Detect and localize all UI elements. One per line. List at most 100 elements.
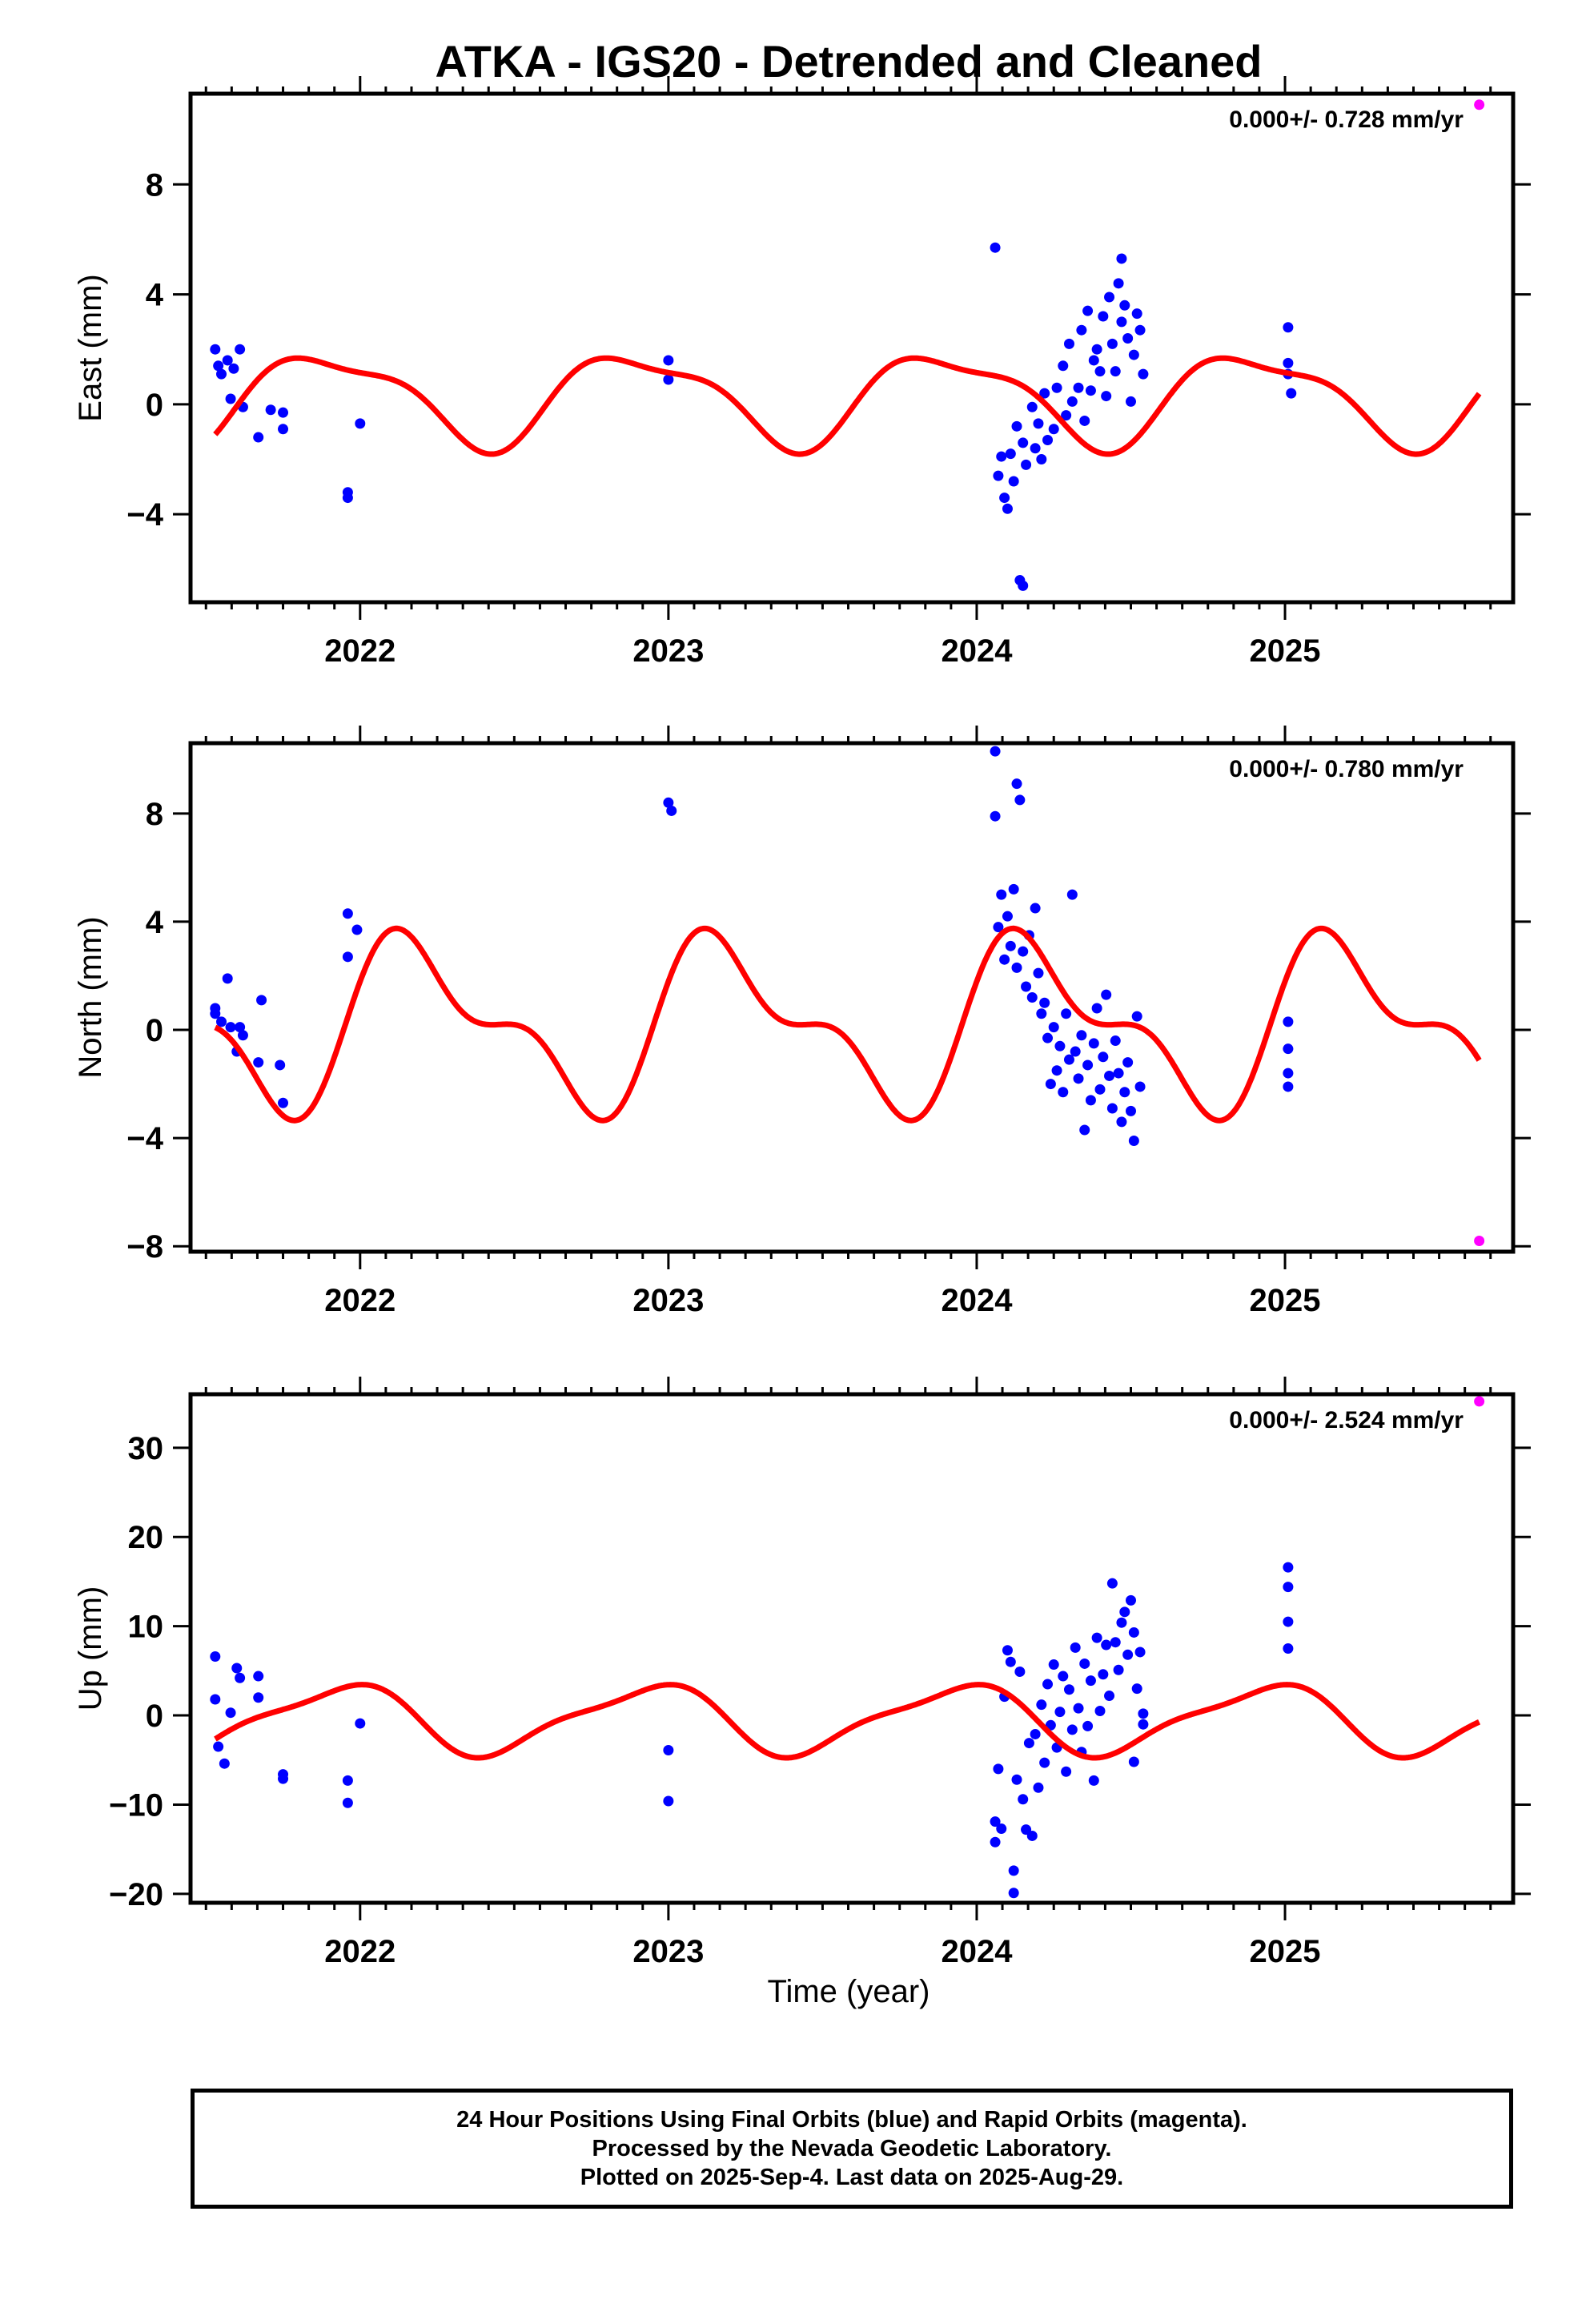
final-orbit-point	[222, 973, 233, 984]
final-orbit-point	[1011, 420, 1022, 432]
rate-annotation: 0.000+/- 2.524 mm/yr	[1229, 1407, 1464, 1433]
final-orbit-point	[1042, 434, 1054, 445]
final-orbit-point	[342, 1775, 353, 1786]
rapid-orbit-point	[1474, 1235, 1485, 1246]
y-tick-label: 20	[128, 1520, 164, 1555]
plot-frame	[188, 91, 1516, 605]
final-orbit-point	[1011, 962, 1022, 973]
final-orbit-point	[213, 360, 224, 372]
x-tick-label: 2024	[941, 1283, 1013, 1318]
final-orbit-point	[228, 363, 239, 374]
final-orbit-point	[1134, 1081, 1146, 1092]
final-orbit-point	[1061, 1766, 1072, 1777]
y-tick-label: −8	[126, 1229, 163, 1265]
x-axis-label: Time (year)	[768, 1974, 930, 2009]
final-orbit-point	[1106, 1103, 1118, 1114]
final-orbit-point	[1138, 368, 1149, 380]
final-orbit-point	[1061, 410, 1072, 421]
final-orbit-point	[1002, 503, 1013, 514]
final-orbit-point	[253, 432, 264, 443]
final-orbit-point	[1079, 415, 1090, 426]
y-tick-label: 0	[146, 388, 163, 423]
final-orbit-point	[210, 1651, 221, 1663]
rapid-orbit-point	[1474, 99, 1485, 111]
final-orbit-point	[1098, 1669, 1109, 1680]
final-orbit-point	[1283, 1616, 1294, 1627]
x-tick-label: 2025	[1250, 633, 1321, 669]
final-orbit-point	[1030, 1728, 1041, 1739]
final-orbit-point	[1018, 437, 1029, 448]
final-orbit-point	[1048, 1022, 1059, 1033]
final-orbit-point	[253, 1692, 264, 1703]
final-orbit-point	[1283, 357, 1294, 368]
plot-frame	[188, 1392, 1516, 1905]
final-orbit-point	[216, 368, 227, 380]
y-tick-label: 4	[146, 905, 164, 940]
final-orbit-point	[1030, 903, 1041, 914]
final-orbit-point	[1088, 1038, 1099, 1049]
final-orbit-point	[1033, 967, 1044, 979]
final-orbit-point	[1094, 1084, 1106, 1095]
final-orbit-point	[1005, 448, 1016, 460]
final-orbit-point	[1104, 1070, 1115, 1081]
final-orbit-point	[355, 418, 366, 429]
final-orbit-point	[1042, 1679, 1054, 1690]
final-orbit-point	[1021, 459, 1032, 470]
final-orbit-point	[1104, 1691, 1115, 1702]
final-orbit-point	[990, 746, 1001, 757]
final-orbit-point	[1002, 911, 1013, 922]
final-orbit-point	[990, 242, 1001, 253]
final-orbit-point	[210, 1003, 221, 1014]
final-orbit-point	[1085, 1675, 1096, 1687]
final-orbit-point	[1125, 1594, 1136, 1606]
final-orbit-point	[278, 424, 289, 435]
final-orbit-point	[1082, 1720, 1094, 1731]
final-orbit-point	[1073, 1073, 1084, 1084]
final-orbit-point	[1113, 1068, 1124, 1079]
final-orbit-point	[1058, 360, 1069, 372]
chart-title: ATKA - IGS20 - Detrended and Cleaned	[435, 36, 1262, 86]
x-tick-label: 2025	[1250, 1283, 1321, 1318]
final-orbit-point	[1063, 338, 1074, 349]
y-tick-label: −4	[126, 1121, 163, 1156]
final-orbit-point	[278, 1773, 289, 1784]
caption-line-1: 24 Hour Positions Using Final Orbits (bl…	[456, 2107, 1247, 2133]
final-orbit-point	[1070, 1046, 1081, 1057]
y-tick-label: 30	[128, 1431, 164, 1466]
final-orbit-point	[225, 1022, 236, 1033]
final-orbit-point	[663, 1795, 674, 1807]
final-orbit-point	[990, 810, 1001, 822]
final-orbit-point	[1106, 338, 1118, 349]
x-tick-label: 2023	[632, 1283, 704, 1318]
final-orbit-point	[1014, 794, 1026, 806]
final-orbit-point	[1110, 1035, 1121, 1047]
final-orbit-point	[663, 355, 674, 366]
final-orbit-point	[1283, 1562, 1294, 1573]
final-orbit-point	[1051, 382, 1062, 393]
final-orbit-point	[1066, 396, 1078, 407]
final-orbit-point	[235, 344, 246, 355]
final-orbit-point	[1122, 1057, 1134, 1068]
final-orbit-point	[253, 1671, 264, 1682]
y-tick-label: 8	[146, 167, 163, 203]
final-orbit-point	[1039, 997, 1050, 1008]
y-tick-label: −20	[109, 1877, 163, 1912]
x-tick-label: 2024	[941, 1934, 1013, 1969]
final-orbit-point	[1073, 382, 1084, 393]
final-orbit-point	[1079, 1658, 1090, 1669]
final-orbit-point	[666, 805, 677, 816]
final-orbit-point	[1113, 278, 1124, 289]
final-orbit-point	[1018, 946, 1029, 957]
caption-line-3: Plotted on 2025-Sep-4. Last data on 2025…	[580, 2165, 1124, 2190]
final-orbit-point	[1036, 1008, 1047, 1019]
y-tick-label: 10	[128, 1610, 164, 1645]
final-orbit-point	[225, 1707, 236, 1719]
final-orbit-point	[342, 1797, 353, 1808]
final-orbit-point	[1048, 1659, 1059, 1671]
y-tick-label: 4	[146, 278, 164, 313]
x-tick-label: 2023	[632, 633, 704, 669]
final-orbit-point	[1070, 1642, 1081, 1653]
final-orbit-point	[1088, 1775, 1099, 1786]
final-orbit-point	[1286, 388, 1297, 399]
final-orbit-point	[1110, 1637, 1121, 1648]
